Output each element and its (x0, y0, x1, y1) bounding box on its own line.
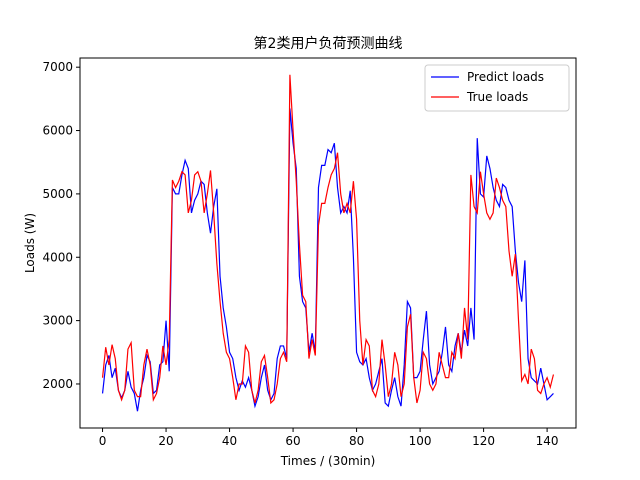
y-tick-label: 7000 (42, 60, 73, 74)
x-tick-label: 20 (158, 434, 173, 448)
legend-box (424, 64, 570, 112)
line-series (101, 74, 555, 405)
y-tick-label: 2000 (42, 377, 73, 391)
x-tick-label: 60 (285, 434, 300, 448)
legend-label: Predict loads (467, 70, 544, 84)
plot-frame (79, 57, 577, 429)
x-tick-label: 140 (536, 434, 559, 448)
y-tick-label: 4000 (42, 250, 73, 264)
x-tick-label: 0 (99, 434, 107, 448)
x-tick-label: 40 (222, 434, 237, 448)
legend-label: True loads (466, 90, 528, 104)
y-axis-label: Loads (W) (23, 213, 37, 273)
x-axis-label: Times / (30min) (280, 454, 376, 468)
x-tick-label: 120 (472, 434, 495, 448)
y-tick-label: 6000 (42, 124, 73, 138)
line-series (101, 108, 554, 412)
y-tick-label: 5000 (42, 187, 73, 201)
chart-title: 第2类用户负荷预测曲线 (254, 35, 403, 52)
y-tick-label: 3000 (42, 314, 73, 328)
x-tick-label: 80 (349, 434, 364, 448)
x-tick-label: 100 (409, 434, 432, 448)
